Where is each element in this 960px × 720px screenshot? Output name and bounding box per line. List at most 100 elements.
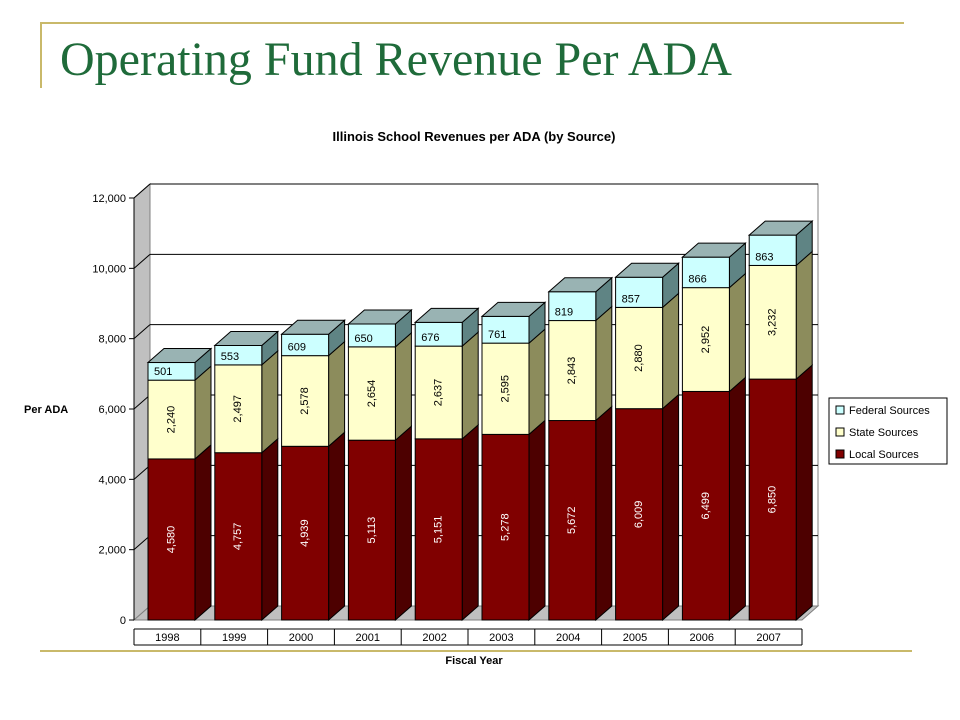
bar-side-state-sources <box>194 365 212 461</box>
data-label-state: 2,952 <box>700 326 712 354</box>
bar-segment-local-sources <box>681 390 730 621</box>
data-label-local: 5,278 <box>499 513 511 541</box>
bar-segment-federal-sources <box>481 315 530 344</box>
legend-label: Local Sources <box>849 449 919 461</box>
data-label-state: 3,232 <box>767 309 779 337</box>
data-label-state: 2,240 <box>165 406 177 434</box>
bar-segment-federal-sources <box>615 276 664 308</box>
bar-side-local-sources <box>194 443 212 622</box>
legend-label: Federal Sources <box>849 405 930 417</box>
bar-segment-state-sources <box>214 364 263 454</box>
data-label-local: 5,113 <box>366 517 378 544</box>
bar-side-state-sources <box>261 349 279 454</box>
x-category-label: 1998 <box>155 632 179 644</box>
bar-side-state-sources <box>394 331 412 442</box>
y-tick-label: 12,000 <box>92 193 126 205</box>
bar-top <box>146 348 213 364</box>
frame-left-line <box>40 22 42 88</box>
chart-title: Illinois School Revenues per ADA (by Sou… <box>333 129 616 144</box>
bar-top <box>213 330 280 346</box>
bar-top <box>614 262 680 278</box>
x-category-label: 2005 <box>623 632 647 644</box>
gridline-side <box>133 324 151 340</box>
bar-segment-federal-sources <box>681 256 730 289</box>
bar-top <box>480 301 547 317</box>
bar-side-local-sources <box>595 405 613 622</box>
bar-segment-state-sources <box>347 346 396 441</box>
bar-side-state-sources <box>662 292 680 410</box>
data-label-local: 4,757 <box>232 523 244 551</box>
data-label-federal: 819 <box>555 307 573 319</box>
frame-top-line <box>40 22 904 24</box>
data-label-federal: 863 <box>755 251 773 263</box>
y-tick-label: 4,000 <box>98 474 126 486</box>
x-category-label: 2004 <box>556 632 580 644</box>
bar-side-state-sources <box>461 331 479 440</box>
bar-segment-state-sources <box>615 306 664 410</box>
data-label-federal: 857 <box>622 293 640 305</box>
data-label-local: 5,151 <box>433 516 445 544</box>
data-label-state: 2,497 <box>232 395 244 423</box>
bar-side-local-sources <box>728 376 746 622</box>
gridline-side <box>133 394 151 410</box>
bar-top <box>681 242 747 258</box>
data-label-federal: 866 <box>688 274 706 286</box>
x-category-label: 2000 <box>289 632 313 644</box>
y-tick-label: 0 <box>120 615 126 627</box>
bar-segment-state-sources <box>548 320 597 422</box>
data-label-local: 4,580 <box>165 526 177 554</box>
y-tick-label: 10,000 <box>92 263 126 275</box>
x-category-label: 2006 <box>690 632 714 644</box>
data-label-state: 2,637 <box>433 379 445 407</box>
y-tick-label: 8,000 <box>98 334 126 346</box>
data-label-local: 4,939 <box>299 519 311 547</box>
y-tick-label: 2,000 <box>98 545 126 557</box>
legend-swatch <box>835 405 845 415</box>
data-label-state: 2,880 <box>633 344 645 372</box>
legend-swatch <box>835 427 845 437</box>
bar-segment-local-sources <box>347 439 396 621</box>
data-label-federal: 553 <box>221 351 239 363</box>
bar-segment-local-sources <box>214 452 263 621</box>
bar-top <box>280 319 346 335</box>
legend-swatch <box>835 449 845 459</box>
bar-segment-state-sources <box>414 345 463 440</box>
slide-title: Operating Fund Revenue Per ADA <box>60 33 732 86</box>
data-label-federal: 501 <box>154 366 172 378</box>
data-label-federal: 650 <box>354 333 372 345</box>
x-category-label: 2007 <box>756 632 780 644</box>
bar-segment-local-sources <box>548 420 597 621</box>
data-label-state: 2,578 <box>299 387 311 415</box>
data-label-local: 6,499 <box>700 492 712 520</box>
x-category-label: 2001 <box>356 632 380 644</box>
data-label-state: 2,595 <box>499 375 511 403</box>
x-axis-title: Fiscal Year <box>445 655 503 667</box>
bar-side-local-sources <box>528 419 546 622</box>
x-category-label: 2003 <box>489 632 513 644</box>
gridline-side <box>133 183 151 199</box>
data-label-local: 6,009 <box>633 501 645 529</box>
bar-side-local-sources <box>795 364 813 622</box>
x-category-label: 1999 <box>222 632 246 644</box>
bar-segment-local-sources <box>147 458 196 621</box>
bar-segment-federal-sources <box>748 234 797 266</box>
bar-segment-local-sources <box>748 378 797 621</box>
x-category-label: 2002 <box>422 632 446 644</box>
y-axis-title: Per ADA <box>24 404 68 416</box>
bar-side-state-sources <box>328 340 346 448</box>
bar-side-local-sources <box>461 423 479 622</box>
data-label-local: 6,850 <box>767 486 779 514</box>
bar-segment-federal-sources <box>548 291 597 322</box>
data-label-federal: 761 <box>488 329 506 341</box>
y-tick-label: 6,000 <box>98 404 126 416</box>
legend-label: State Sources <box>849 427 919 439</box>
bar-side-state-sources <box>728 272 746 393</box>
bar-segment-state-sources <box>147 379 196 460</box>
data-label-state: 2,843 <box>566 357 578 385</box>
bar-side-local-sources <box>261 437 279 622</box>
bar-top <box>547 277 614 293</box>
bar-side-state-sources <box>795 250 813 381</box>
legend-box <box>828 397 948 465</box>
bar-segment-local-sources <box>414 438 463 621</box>
